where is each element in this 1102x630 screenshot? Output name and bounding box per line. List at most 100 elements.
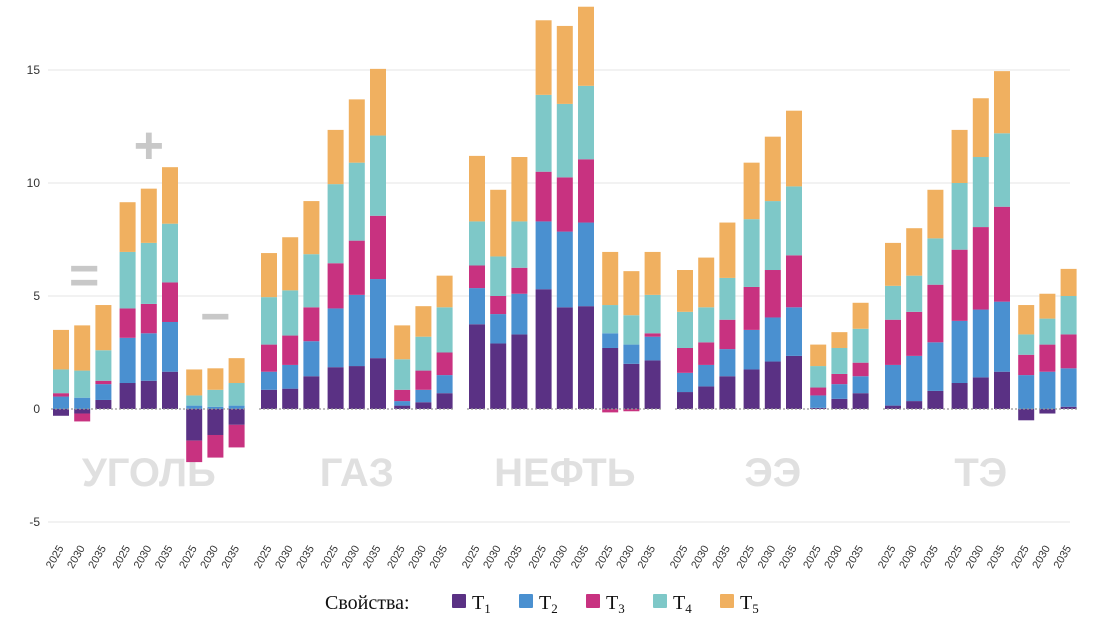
- bar-segment-t1: [436, 393, 453, 409]
- bar-segment-t2: [743, 329, 760, 370]
- bar-segment-t2: [303, 341, 320, 377]
- x-tick-label: 2035: [502, 544, 525, 571]
- sign-label: −: [200, 288, 230, 346]
- bar-segment-t2: [719, 349, 736, 377]
- legend: Свойства: T1 T2 T3 T4 T5: [325, 592, 759, 616]
- bar-segment-t2: [348, 294, 365, 367]
- x-tick-label: 2025: [177, 544, 200, 571]
- x-tick-label: 2035: [220, 544, 243, 571]
- bar-segment-t1: [394, 405, 411, 409]
- bar-segment-t2: [644, 336, 661, 361]
- bar-segment-t4: [698, 307, 715, 343]
- bar-segment-t4: [261, 297, 277, 345]
- bar-segment-t5: [623, 271, 640, 316]
- bar-segment-t4: [972, 157, 989, 228]
- bar-segment-t2: [74, 397, 91, 409]
- group-labels: =+−УГОЛЬ ГАЗ НЕФТЬ ЭЭ ТЭ: [69, 117, 1007, 495]
- bar-segment-t3: [786, 255, 802, 308]
- bar-segment-t4: [53, 369, 69, 394]
- bar-segment-t5: [282, 237, 299, 291]
- bar-segment-t2: [623, 344, 640, 364]
- bar-segment-t5: [719, 222, 736, 278]
- bar-segment-t4: [994, 133, 1010, 207]
- bar-segment-t1: [906, 401, 923, 409]
- x-tick-label: 2030: [65, 544, 88, 571]
- bar-segment-t3: [906, 311, 923, 356]
- bar-segment-t4: [348, 162, 365, 241]
- bar-segment-t5: [119, 202, 136, 252]
- bar-segment-t5: [469, 155, 485, 222]
- bar-segment-t3: [677, 347, 693, 373]
- bar-segment-t2: [764, 317, 781, 362]
- bar-segment-t1: [95, 399, 112, 409]
- bar-segment-t1: [810, 407, 827, 409]
- x-tick-label: 2025: [668, 544, 691, 571]
- bar-segment-t4: [511, 221, 528, 268]
- bar-segment-t4: [719, 277, 736, 320]
- bar-segment-t2: [698, 364, 715, 387]
- bar-segment-t2: [972, 309, 989, 378]
- bar-segment-t5: [490, 189, 507, 257]
- bar-segment-t5: [786, 110, 802, 187]
- bar-segment-t1: [951, 383, 968, 409]
- bar-segment-t3: [1039, 344, 1056, 372]
- bar-segment-t1: [140, 380, 157, 409]
- bar-segment-t2: [162, 321, 178, 372]
- bar-segment-t4: [162, 223, 178, 283]
- bar-segment-t5: [743, 162, 760, 220]
- bar-segment-t1: [74, 409, 91, 414]
- bar-segment-t1: [719, 376, 736, 409]
- bar-segment-t5: [261, 253, 277, 298]
- bar-segment-t4: [644, 294, 661, 334]
- x-tick-label: 2030: [198, 544, 221, 571]
- bar-segment-t4: [490, 256, 507, 296]
- x-tick-label: 2030: [897, 544, 920, 571]
- legend-swatch: [653, 594, 667, 608]
- x-tick-label: 2035: [710, 544, 733, 571]
- x-tick-label: 2025: [319, 544, 342, 571]
- bar-segment-t1: [53, 409, 69, 416]
- bar-segment-t4: [436, 307, 453, 353]
- x-tick-label: 2035: [86, 544, 109, 571]
- bar-segment-t5: [95, 305, 112, 351]
- group-label: ГАЗ: [320, 451, 394, 495]
- bar-segment-t3: [282, 335, 299, 365]
- bar-segment-t4: [906, 275, 923, 312]
- bar-segment-t2: [95, 384, 112, 400]
- bar-segment-t4: [677, 311, 693, 348]
- bar-segment-t1: [885, 405, 901, 409]
- bar-segment-t3: [994, 206, 1010, 302]
- bar-segment-t2: [140, 333, 157, 381]
- x-tick-label: 2035: [985, 544, 1008, 571]
- bar-segment-t2: [207, 406, 224, 409]
- bar-segment-t2: [469, 288, 485, 325]
- bar-segment-t4: [74, 370, 91, 398]
- x-tick-label: 2030: [614, 544, 637, 571]
- legend-swatch: [519, 594, 533, 608]
- y-tick-label: 10: [27, 176, 41, 190]
- bar-segment-t3: [162, 282, 178, 322]
- bar-segment-t5: [1018, 305, 1035, 335]
- bar-segment-t3: [348, 240, 365, 295]
- bar-segment-t1: [261, 389, 277, 409]
- bar-segment-t5: [394, 325, 411, 360]
- bar-segment-t2: [490, 314, 507, 344]
- y-tick-label: 15: [27, 63, 41, 77]
- bar-segment-t4: [927, 238, 944, 285]
- bar-segment-t5: [303, 201, 320, 255]
- x-tick-label: 2030: [481, 544, 504, 571]
- bar-segment-t5: [644, 251, 661, 295]
- bar-segment-t1: [207, 409, 224, 435]
- bar-segment-t4: [743, 219, 760, 287]
- x-tick-label: 2035: [1052, 544, 1075, 571]
- bar-segment-t4: [415, 336, 432, 371]
- bar-segment-t4: [1039, 318, 1056, 345]
- bar-segment-t1: [743, 369, 760, 409]
- bar-segment-t2: [119, 337, 136, 384]
- bar-segment-t2: [906, 355, 923, 402]
- x-tick-label: 2030: [273, 544, 296, 571]
- x-tick-label: 2025: [735, 544, 758, 571]
- bar-segment-t5: [578, 6, 594, 86]
- bar-segment-t2: [53, 396, 69, 409]
